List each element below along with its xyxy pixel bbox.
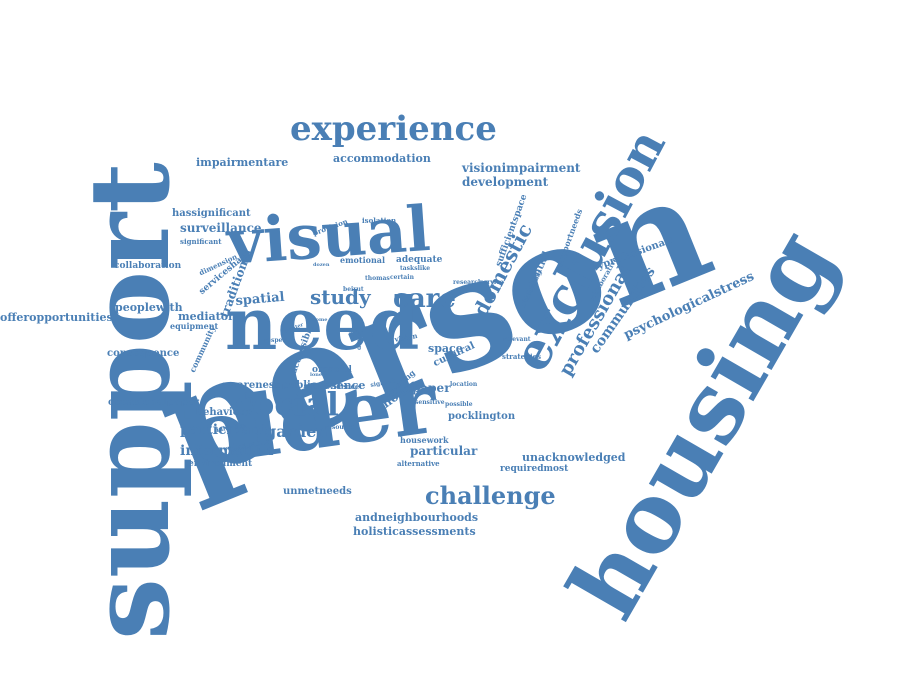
word-requiredmost: requiredmost: [500, 464, 569, 474]
word-hassignificant: hassignificant: [172, 208, 251, 219]
word-challenge: challenge: [425, 481, 556, 510]
word-need: need: [225, 281, 420, 366]
word-equipment: equipment: [170, 321, 219, 331]
word-unmetneeds: unmetneeds: [283, 486, 352, 497]
word-paper: paper: [412, 381, 451, 395]
word-visionimpairment: visionimpairment: [462, 161, 581, 175]
word-impairmentare: impairmentare: [196, 156, 289, 169]
word-respect: respect: [264, 337, 289, 344]
word-relevant: relevant: [503, 336, 531, 343]
word-thomas: thomas: [365, 275, 390, 282]
word-andneighbourhoods: andneighbourhoods: [355, 511, 479, 524]
word-information: information: [180, 443, 274, 459]
word-accommodation: accommodation: [333, 152, 431, 165]
word-public: public: [282, 380, 317, 391]
word-sensitive: sensitive: [415, 399, 445, 406]
word-strategies: strategies: [502, 352, 542, 361]
word-participant: participant: [180, 422, 268, 438]
word-particular: particular: [410, 444, 478, 458]
word-evidence: evidence: [325, 382, 360, 391]
word-dozen: dozen: [313, 262, 330, 268]
word-holisticassessments: holisticassessments: [353, 525, 476, 538]
word-possible: possible: [445, 401, 473, 408]
word-taskslike: taskslike: [400, 265, 431, 272]
word-awareness: awareness: [222, 380, 281, 391]
word-housework: housework: [400, 435, 449, 445]
word-isolation: isolation: [362, 216, 397, 225]
word-research: research: [453, 279, 483, 286]
word-significant: significant: [180, 237, 222, 246]
word-collaboration: collaboration: [114, 261, 182, 271]
word-surveillance: surveillance: [180, 221, 262, 235]
word-peoplewith: peoplewith: [115, 301, 183, 314]
word-resource: resource: [325, 424, 355, 431]
word-occasionalpaper: occasionalpaper: [108, 397, 200, 408]
word-garden: garden: [265, 422, 328, 441]
word-emotional: emotional: [340, 255, 385, 265]
word-offeropportunities: offeropportunities: [0, 311, 113, 324]
word-care: care: [393, 284, 456, 314]
word-environment: environment: [188, 459, 253, 469]
word-location: location: [450, 381, 478, 388]
word-domain: domain: [356, 324, 363, 350]
word-alternative: alternative: [397, 459, 440, 468]
word-adequate: adequate: [396, 255, 443, 265]
word-presence: presence: [310, 379, 366, 392]
word-pocklington: pocklington: [448, 411, 516, 422]
word-social: social: [235, 385, 339, 423]
word-home: home: [312, 317, 328, 323]
word-beirut: beirut: [343, 286, 364, 293]
word-unacknowledged: unacknowledged: [522, 451, 626, 464]
word-lonely: lonely: [310, 372, 327, 378]
word-mediator: mediator: [178, 310, 234, 323]
word-study: study: [310, 285, 371, 309]
word-experience: experience: [290, 109, 497, 149]
word-service: service: [480, 279, 504, 286]
word-behaviour: behaviour: [196, 407, 252, 418]
word-space: space: [428, 342, 463, 355]
word-development: development: [462, 175, 549, 189]
word-orsocial: orsocial: [312, 365, 352, 375]
word-certain: certain: [390, 274, 414, 281]
word-consequence: consequence: [107, 348, 180, 359]
